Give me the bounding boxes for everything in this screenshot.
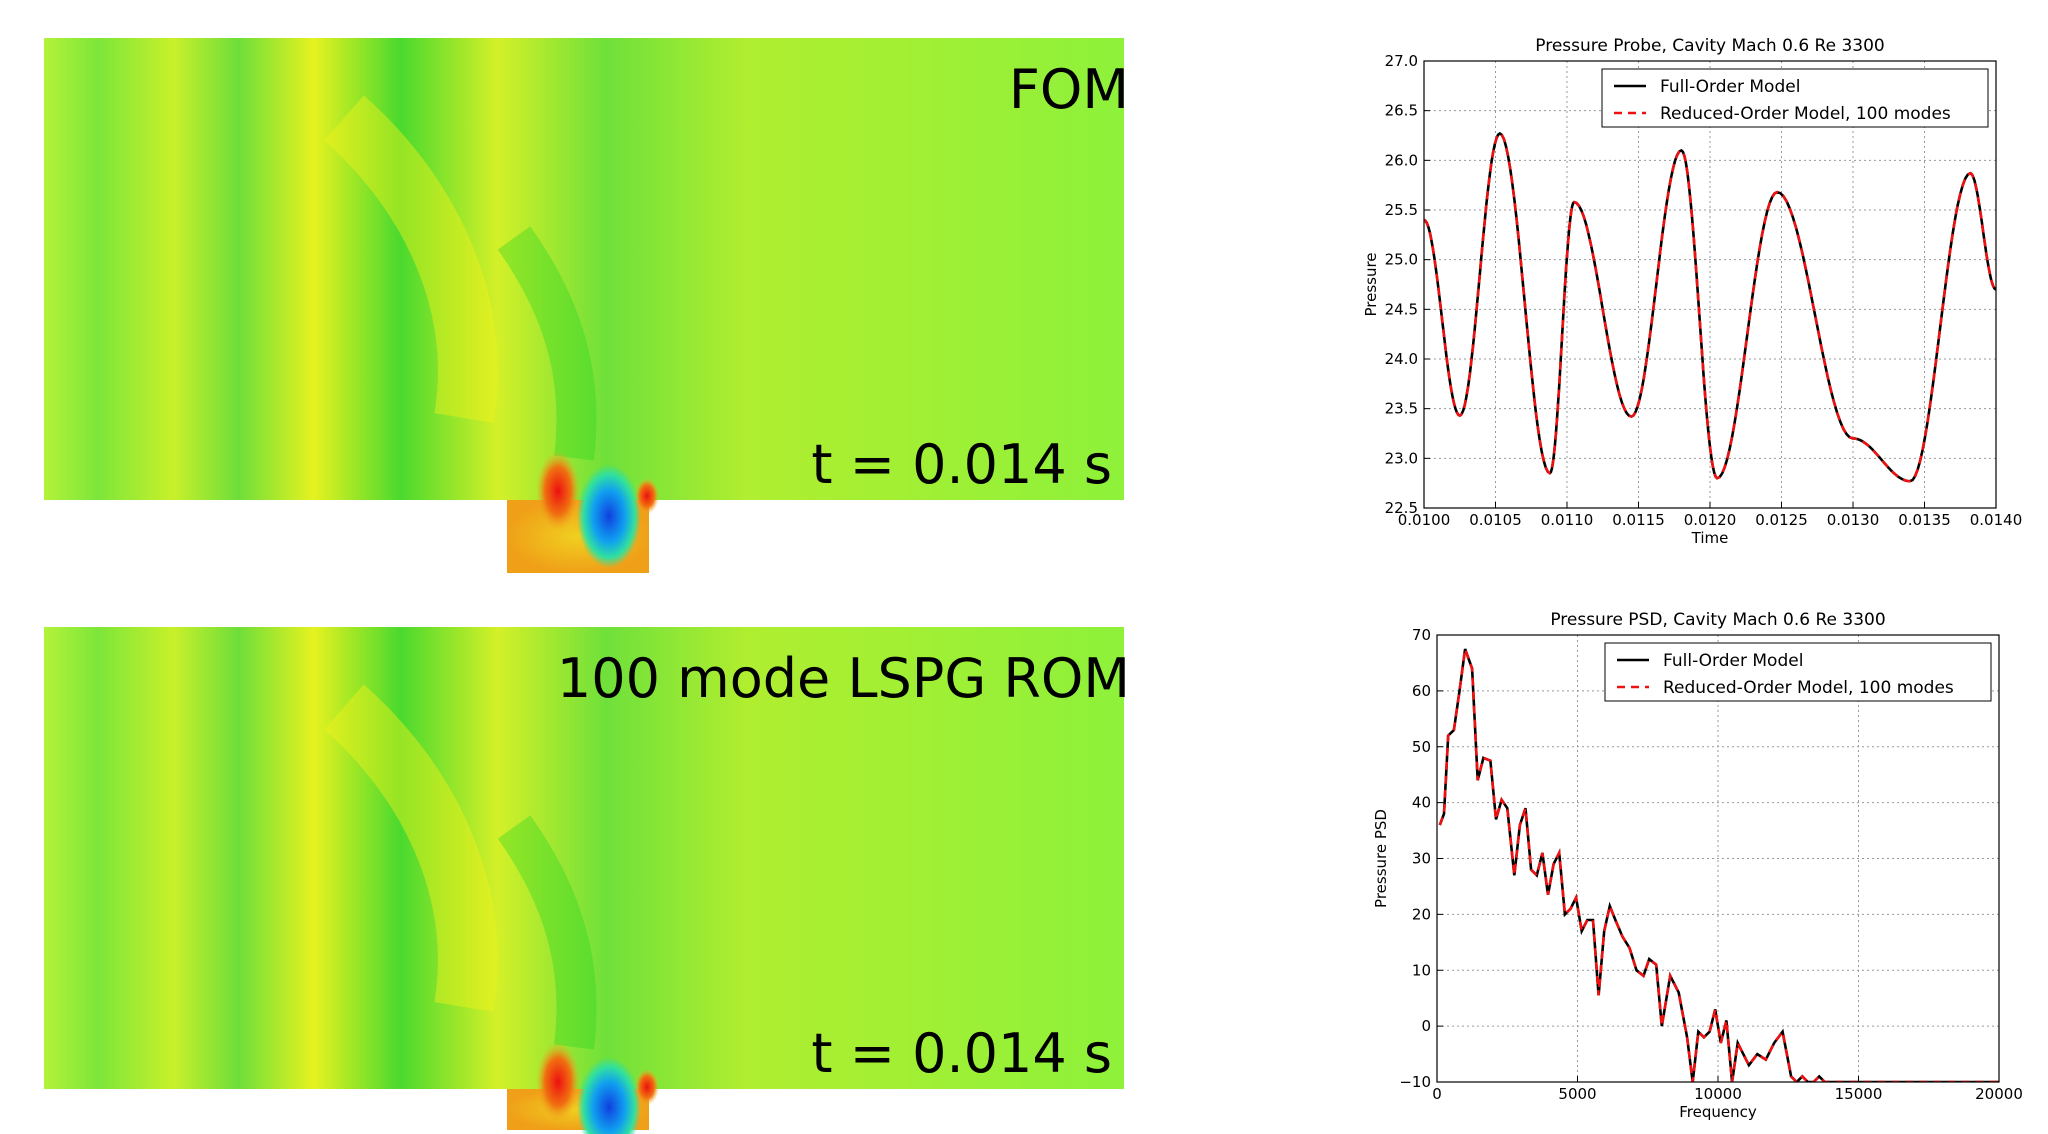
y-tick-label: 26.0 (1385, 151, 1418, 169)
y-axis-label: Pressure (1362, 252, 1380, 316)
fom-time-label: t = 0.014 s (811, 433, 1112, 496)
pressure-psd-chart: Pressure PSD, Cavity Mach 0.6 Re 3300 0 50… (1340, 595, 2048, 1130)
pressure-probe-chart: Pressure Probe, Cavity Mach 0.6 Re 3300 0… (1340, 20, 2048, 560)
y-tick-label: 23.5 (1385, 400, 1418, 418)
legend-label: Full-Order Model (1663, 651, 1803, 671)
series-line (1424, 131, 1996, 483)
pressure-probe-svg: Pressure Probe, Cavity Mach 0.6 Re 3300 0… (1362, 36, 2023, 547)
fom-label: FOM (1008, 58, 1129, 121)
legend-label: Reduced-Order Model, 100 modes (1663, 678, 1954, 698)
y-tick-label: 24.0 (1385, 350, 1418, 368)
fom-field-image (44, 38, 1124, 573)
y-tick-label: −10 (1399, 1073, 1431, 1091)
legend-box (1601, 68, 1989, 128)
x-tick-label: 5000 (1558, 1085, 1596, 1103)
y-tick-label: 40 (1412, 794, 1431, 812)
rom-time-label: t = 0.014 s (811, 1022, 1112, 1085)
pressure-psd-svg: Pressure PSD, Cavity Mach 0.6 Re 3300 0 50… (1372, 610, 2023, 1121)
y-tick-label: 50 (1412, 738, 1431, 756)
x-tick-label: 20000 (1975, 1085, 2023, 1103)
x-tick-label: 0.0115 (1612, 511, 1665, 529)
x-tick-label: 0.0100 (1398, 511, 1451, 529)
legend-label: Reduced-Order Model, 100 modes (1660, 104, 1951, 124)
plot-frame (1423, 60, 1997, 509)
y-tick-label: 25.5 (1385, 201, 1418, 219)
y-tick-label: 30 (1412, 850, 1431, 868)
x-axis-label: Frequency (1679, 1103, 1757, 1121)
y-tick-label: 22.5 (1385, 499, 1418, 517)
y-tick-label: 0 (1421, 1017, 1431, 1035)
y-tick-label: 27.0 (1385, 52, 1418, 70)
y-tick-label: 70 (1412, 626, 1431, 644)
y-tick-label: 26.5 (1385, 102, 1418, 120)
legend-label: Full-Order Model (1660, 77, 1800, 97)
legend: Full-Order Model Reduced-Order Model, 100… (1601, 68, 1989, 128)
rom-label: 100 mode LSPG ROM (556, 647, 1130, 710)
x-axis-label: Time (1691, 529, 1729, 547)
y-tick-label: 20 (1412, 905, 1431, 923)
legend: Full-Order Model Reduced-Order Model, 100… (1604, 642, 1992, 702)
plot-frame (1436, 634, 2000, 1083)
y-axis-label: Pressure PSD (1372, 809, 1390, 908)
legend-box (1604, 642, 1992, 702)
fom-field-panel: FOM t = 0.014 s (44, 38, 1129, 573)
chart-title: Pressure Probe, Cavity Mach 0.6 Re 3300 (1535, 36, 1884, 56)
x-tick-label: 0 (1432, 1085, 1442, 1103)
x-tick-label: 0.0130 (1827, 511, 1880, 529)
x-tick-label: 0.0125 (1755, 511, 1808, 529)
y-tick-label: 60 (1412, 682, 1431, 700)
x-tick-label: 0.0105 (1469, 511, 1522, 529)
x-tick-label: 10000 (1694, 1085, 1742, 1103)
series-line (1438, 648, 1999, 1082)
y-tick-label: 24.5 (1385, 300, 1418, 318)
chart-title: Pressure PSD, Cavity Mach 0.6 Re 3300 (1550, 610, 1885, 630)
y-tick-label: 23.0 (1385, 449, 1418, 467)
y-tick-label: 25.0 (1385, 251, 1418, 269)
y-tick-label: 10 (1412, 961, 1431, 979)
rom-field-panel: 100 mode LSPG ROM t = 0.014 s (44, 627, 1130, 1134)
x-tick-label: 15000 (1835, 1085, 1883, 1103)
x-tick-label: 0.0110 (1541, 511, 1594, 529)
x-tick-label: 0.0135 (1898, 511, 1951, 529)
x-tick-label: 0.0120 (1684, 511, 1737, 529)
rom-field-image (44, 627, 1124, 1134)
x-tick-label: 0.0140 (1970, 511, 2023, 529)
series-line (1438, 648, 1999, 1082)
